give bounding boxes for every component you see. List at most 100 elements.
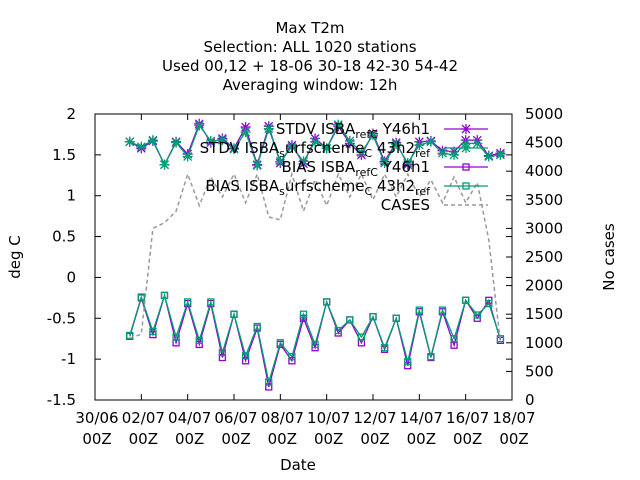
data-point	[252, 160, 263, 171]
data-point	[194, 120, 205, 131]
y2-tick-label: 4000	[525, 162, 563, 180]
data-point	[137, 293, 145, 301]
data-point	[450, 335, 458, 343]
y-tick-label: 0.5	[52, 228, 76, 246]
y-tick-label: -1.5	[47, 391, 76, 409]
data-point	[346, 316, 354, 324]
data-point	[321, 143, 332, 154]
legend-label-part: urfscheme	[285, 139, 365, 157]
data-point	[126, 331, 134, 340]
data-point	[344, 135, 355, 146]
legend-label-part: Y46h1	[378, 120, 430, 138]
x-tick-label: 14/07	[400, 409, 443, 427]
title-line: Max T2m	[275, 19, 344, 37]
legend-label-part: C	[364, 147, 372, 160]
data-point	[310, 136, 321, 147]
y2-tick-label: 0	[525, 391, 535, 409]
data-point	[473, 311, 481, 319]
data-point	[334, 326, 342, 335]
y-tick-label: -0.5	[47, 309, 76, 327]
series-1	[124, 119, 506, 171]
data-point	[241, 352, 250, 360]
data-point	[124, 136, 135, 147]
data-point	[495, 149, 506, 160]
legend-entry-label: CASES	[381, 196, 430, 214]
legend-label-part: STDV ISBA	[200, 139, 280, 157]
y2-axis-label: No cases	[600, 223, 618, 291]
legend-entry-label: BIAS ISBAsurfschemeC 43h2ref	[205, 177, 431, 198]
legend-label-part: C	[370, 166, 378, 179]
data-point	[369, 313, 377, 321]
data-point	[149, 327, 157, 336]
data-point	[414, 140, 425, 151]
data-point	[147, 135, 158, 146]
legend-label-part: urfscheme	[285, 177, 365, 195]
legend-label-part: ref	[355, 128, 371, 141]
data-point	[402, 158, 413, 169]
y-tick-label: 1.5	[52, 146, 76, 164]
legend-entry-label: STDV ISBArefC Y46h1	[276, 120, 430, 141]
data-point	[391, 139, 402, 150]
y2-tick-label: 5000	[525, 105, 563, 123]
x-tick-label: 00Z	[221, 430, 250, 448]
y2-tick-label: 3500	[525, 191, 563, 209]
y-tick-label: 1	[66, 187, 76, 205]
x-tick-label: 00Z	[453, 430, 482, 448]
title-line: Selection: ALL 1020 stations	[203, 38, 416, 56]
data-point	[288, 353, 296, 361]
x-tick-label: 10/07	[307, 409, 350, 427]
data-point	[404, 362, 412, 370]
data-point	[323, 298, 331, 306]
data-point	[136, 141, 147, 152]
x-tick-label: 12/07	[353, 409, 396, 427]
y-tick-label: 2	[66, 105, 76, 123]
legend-label-part: ref	[415, 185, 431, 198]
data-point	[368, 130, 378, 141]
legend-entry-label: BIAS ISBArefC Y46h1	[282, 158, 430, 179]
legend-label-part: BIAS ISBA	[205, 177, 280, 195]
y-tick-label: 0	[66, 268, 76, 286]
data-point	[182, 151, 193, 162]
y2-tick-label: 1000	[525, 334, 563, 352]
data-point	[438, 306, 447, 314]
data-point	[379, 158, 390, 169]
series-layer	[124, 118, 506, 391]
data-point	[159, 159, 170, 170]
data-point	[241, 357, 250, 365]
legend-label-part: C	[370, 128, 378, 141]
legend-label-part: s	[279, 185, 285, 198]
data-point	[415, 306, 423, 314]
data-point	[240, 126, 251, 137]
legend-sample-marker	[462, 163, 470, 171]
legend-label-part: 43h2	[372, 139, 415, 157]
data-point	[253, 322, 261, 331]
data-point	[230, 310, 238, 318]
x-tick-label: 00Z	[129, 430, 158, 448]
legend-entry-label: STDV ISBAsurfschemeC 43h2ref	[200, 139, 431, 160]
x-tick-label: 00Z	[407, 430, 436, 448]
series-3	[126, 291, 505, 386]
y-axis-label: deg C	[6, 235, 24, 279]
title-line: Used 00,12 + 18-06 30-18 42-30 54-42	[162, 57, 458, 75]
legend-sample-marker	[462, 182, 470, 190]
data-point	[380, 344, 389, 352]
y-tick-label: -1	[61, 350, 76, 368]
data-point	[299, 310, 308, 318]
data-point	[449, 149, 460, 160]
legend-label-part: STDV ISBA	[276, 120, 356, 138]
x-tick-label: 00Z	[175, 430, 204, 448]
legend-label-part: s	[279, 147, 285, 160]
data-point	[311, 340, 319, 349]
legend-sample-marker	[461, 143, 471, 153]
x-tick-label: 00Z	[314, 430, 343, 448]
legend-label-part: 43h2	[372, 177, 415, 195]
data-point	[462, 296, 470, 304]
y2-tick-label: 500	[525, 362, 554, 380]
x-tick-label: 02/07	[122, 409, 165, 427]
data-point	[265, 383, 273, 391]
title-line: Averaging window: 12h	[223, 76, 398, 94]
x-tick-label: 00Z	[268, 430, 297, 448]
data-point	[265, 378, 273, 386]
